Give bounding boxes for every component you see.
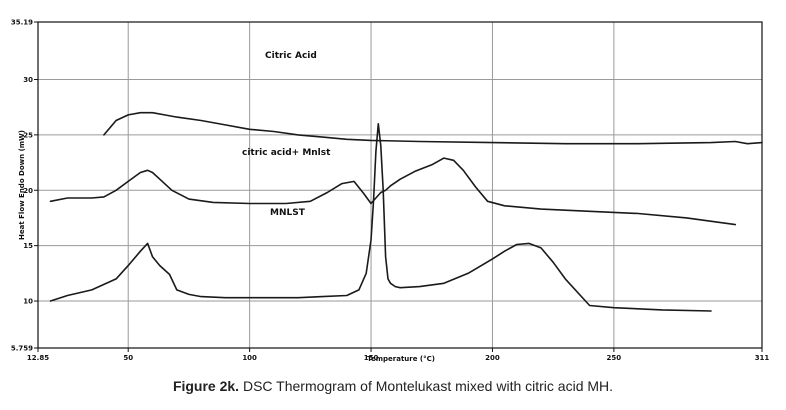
y-tick-label: 35.19 bbox=[11, 19, 33, 27]
series bbox=[49, 111, 763, 312]
y-tick-label: 5.759 bbox=[11, 345, 33, 353]
y-tick-label: 20 bbox=[23, 187, 33, 195]
x-tick-label: 250 bbox=[607, 354, 622, 362]
x-tick-label: 150 bbox=[364, 354, 379, 362]
caption-figure-number: Figure 2k. bbox=[172, 378, 240, 394]
x-tick-label: 12.85 bbox=[27, 354, 49, 362]
caption-text: DSC Thermogram of Montelukast mixed with… bbox=[239, 378, 614, 394]
x-tick-label: 100 bbox=[242, 354, 257, 362]
axes bbox=[34, 21, 763, 352]
series-labels: Citric Acid citric acid+ Mnlst MNLST bbox=[242, 51, 331, 218]
series-line bbox=[49, 123, 712, 312]
series-line bbox=[49, 157, 737, 226]
series-label: Citric Acid bbox=[265, 51, 317, 61]
y-tick-label: 15 bbox=[23, 242, 33, 250]
y-tick-label: 25 bbox=[23, 131, 33, 139]
series-label: MNLST bbox=[270, 208, 306, 218]
x-axis-label: Temperature (°C) bbox=[367, 355, 435, 363]
x-tick-label: 311 bbox=[755, 354, 770, 362]
y-tick-label: 30 bbox=[23, 76, 33, 84]
x-tick-label: 50 bbox=[123, 354, 133, 362]
grid bbox=[38, 22, 762, 348]
tick-labels: 5.759 10 15 20 25 30 35.19 12.85 50 100 150 200 250 3… bbox=[11, 19, 770, 363]
x-tick-label: 200 bbox=[485, 354, 500, 362]
series-label: citric acid+ Mnlst bbox=[242, 148, 331, 158]
series-line bbox=[103, 111, 763, 145]
dsc-chart: 5.759 10 15 20 25 30 35.19 12.85 50 100 150 200 250 3… bbox=[11, 19, 770, 364]
plot-frame bbox=[37, 21, 763, 349]
y-axis-label: Heat Flow Endo Down (mW) bbox=[18, 130, 26, 240]
y-tick-label: 10 bbox=[23, 298, 33, 306]
figure-caption: Figure 2k. DSC Thermogram of Montelukast… bbox=[0, 378, 786, 394]
